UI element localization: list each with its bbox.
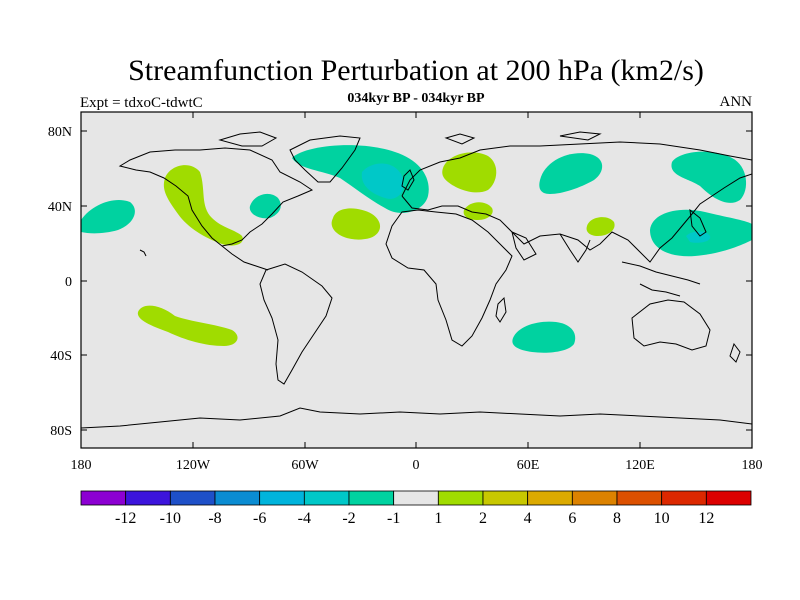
colorbar-swatch xyxy=(169,490,216,506)
colorbar-swatch xyxy=(437,490,484,506)
south-asia-region xyxy=(586,217,615,236)
south-indian-ocean-region xyxy=(512,321,576,353)
scandinavia-region xyxy=(442,152,497,193)
colorbar-boxes xyxy=(80,490,752,506)
lat-tick-label: 0 xyxy=(65,275,72,290)
west-pacific-core xyxy=(686,231,711,243)
experiment-label: Expt = tdxoC-tdwtC xyxy=(80,95,203,111)
colorbar-swatch xyxy=(571,490,618,506)
map-background xyxy=(81,112,752,448)
mid-atlantic-region xyxy=(331,208,381,240)
colorbar-swatch xyxy=(527,490,573,506)
colorbar-swatch xyxy=(616,490,663,506)
lon-tick-label: 120W xyxy=(176,458,211,473)
lat-tick-label: 80N xyxy=(48,125,72,140)
colorbar-swatch xyxy=(303,490,350,506)
colorbar-swatch xyxy=(705,490,752,506)
colorbar-swatch xyxy=(348,490,395,506)
north-america-west-region xyxy=(163,165,243,246)
west-siberia-region xyxy=(539,153,603,194)
figure-subtitle: 034kyr BP - 034kyr BP xyxy=(347,91,485,106)
lon-tick-label: 60E xyxy=(517,458,540,473)
colorbar: -12 -10 -8 -6 -4 -2 -1 1 2 4 6 8 10 12 xyxy=(80,490,752,527)
lat-tick-label: 40S xyxy=(50,349,72,364)
colorbar-label: 8 xyxy=(613,510,621,527)
colorbar-swatch xyxy=(482,490,529,506)
colorbar-label: -12 xyxy=(115,510,136,527)
colorbar-label: -6 xyxy=(253,510,266,527)
east-siberia-region xyxy=(671,151,747,203)
north-atlantic-core xyxy=(361,163,404,199)
colorbar-swatch xyxy=(80,490,127,506)
colorbar-swatch xyxy=(259,490,305,506)
colorbar-swatch xyxy=(214,490,261,506)
colorbar-swatch xyxy=(661,490,707,506)
south-pacific-region xyxy=(137,305,238,346)
lon-tick-label: 120E xyxy=(625,458,655,473)
lat-tick-label: 40N xyxy=(48,200,72,215)
colorbar-label: -8 xyxy=(208,510,221,527)
colorbar-label: 2 xyxy=(479,510,487,527)
colorbar-label: 4 xyxy=(524,510,532,527)
coastlines xyxy=(81,131,752,429)
lon-tick-label: 180 xyxy=(742,458,763,473)
longitude-axis: 180 120W 60W 0 60E 120E 180 xyxy=(71,112,763,473)
lat-tick-label: 80S xyxy=(50,424,72,439)
latitude-axis: 80N 40N 0 40S 80S xyxy=(48,125,752,439)
colorbar-label: -4 xyxy=(298,510,311,527)
lon-tick-label: 180 xyxy=(71,458,92,473)
lon-tick-label: 60W xyxy=(291,458,319,473)
colorbar-label: -1 xyxy=(387,510,400,527)
colorbar-label: -10 xyxy=(160,510,181,527)
colorbar-label: 6 xyxy=(568,510,576,527)
colorbar-swatch xyxy=(393,490,439,506)
season-label: ANN xyxy=(720,94,753,110)
northeast-pacific-region xyxy=(81,200,135,234)
colorbar-label: 1 xyxy=(434,510,442,527)
colorbar-label: 12 xyxy=(698,510,714,527)
colorbar-label: -2 xyxy=(342,510,355,527)
colorbar-label: 10 xyxy=(654,510,670,527)
colorbar-labels: -12 -10 -8 -6 -4 -2 -1 1 2 4 6 8 10 12 xyxy=(115,510,714,527)
mediterranean-region xyxy=(463,202,493,220)
lon-tick-label: 0 xyxy=(413,458,420,473)
figure-title: Streamfunction Perturbation at 200 hPa (… xyxy=(128,54,704,87)
colorbar-swatch xyxy=(125,490,171,506)
